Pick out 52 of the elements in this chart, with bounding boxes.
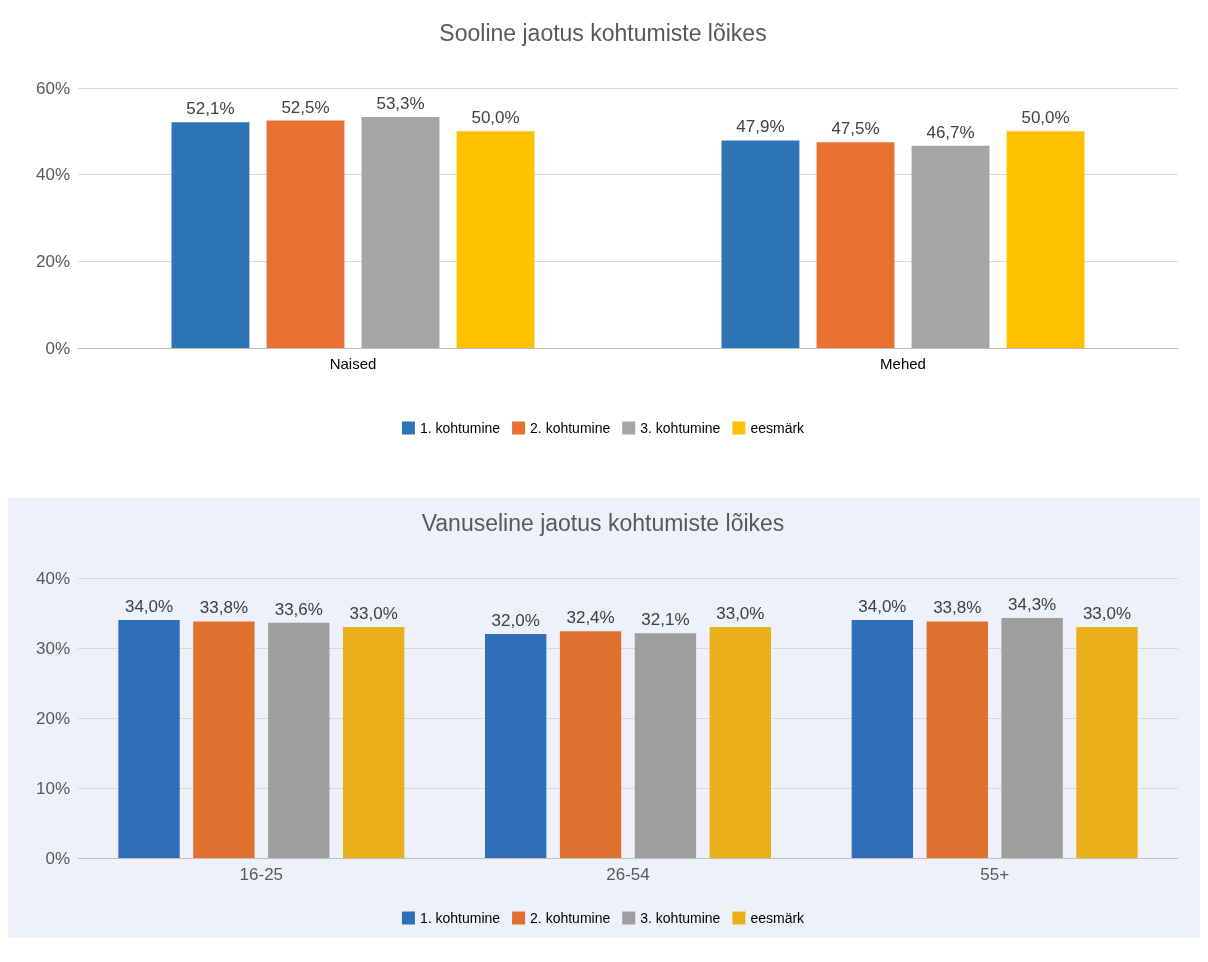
legend-label: 2. kohtumine — [530, 420, 611, 436]
data-label: 46,7% — [926, 122, 975, 142]
y-tick-label: 0% — [45, 338, 70, 358]
y-tick-label: 20% — [35, 708, 70, 728]
x-tick-label: Naised — [329, 355, 377, 372]
legend-label: eesmärk — [750, 420, 806, 436]
y-tick-label: 40% — [35, 165, 70, 185]
bar — [456, 131, 535, 348]
data-label: 33,8% — [199, 598, 248, 618]
data-label: 34,0% — [858, 597, 907, 616]
x-tick-label: 26-54 — [606, 865, 650, 884]
legend-label: 1. kohtumine — [419, 420, 501, 436]
bar — [721, 140, 800, 348]
chart-title: Vanuseline jaotus kohtumiste lõikes — [421, 509, 785, 536]
data-label: 32,0% — [491, 611, 540, 630]
data-label: 32,1% — [641, 610, 690, 630]
data-label: 33,0% — [1082, 604, 1132, 623]
data-label: 52,1% — [186, 99, 235, 119]
legend-label: 3. kohtumine — [640, 420, 721, 436]
bar — [171, 122, 250, 348]
data-label: 33,0% — [716, 604, 765, 623]
data-label: 50,0% — [471, 108, 520, 128]
x-tick-label: 16-25 — [239, 865, 284, 884]
y-tick-label: 0% — [45, 848, 70, 868]
data-label: 33,0% — [349, 604, 398, 623]
x-tick-label: 55+ — [980, 865, 1010, 884]
chart-title: Sooline jaotus kohtumiste lõikes — [439, 19, 767, 46]
data-label: 32,4% — [566, 608, 615, 628]
data-label: 47,5% — [831, 119, 880, 139]
y-tick-label: 20% — [35, 251, 70, 271]
data-label: 53,3% — [376, 94, 425, 114]
y-tick-label: 10% — [35, 778, 70, 798]
legend-label: 3. kohtumine — [640, 910, 721, 926]
y-tick-label: 60% — [35, 78, 70, 98]
data-label: 34,3% — [1008, 594, 1057, 614]
bar — [266, 120, 345, 348]
bar — [816, 142, 895, 348]
data-label: 33,6% — [274, 599, 323, 619]
data-label: 47,9% — [736, 117, 785, 137]
data-label: 33,8% — [933, 598, 982, 618]
y-tick-label: 30% — [35, 638, 70, 658]
y-tick-label: 40% — [35, 568, 70, 588]
data-label: 34,0% — [124, 597, 174, 616]
bar — [1006, 131, 1085, 348]
legend-label: 2. kohtumine — [530, 910, 611, 926]
x-tick-label: Mehed — [880, 355, 926, 372]
data-label: 52,5% — [281, 97, 330, 117]
bar — [911, 145, 990, 348]
bar — [361, 117, 440, 348]
legend-label: eesmärk — [750, 910, 806, 926]
data-label: 50,0% — [1021, 108, 1070, 128]
legend-label: 1. kohtumine — [419, 910, 501, 926]
